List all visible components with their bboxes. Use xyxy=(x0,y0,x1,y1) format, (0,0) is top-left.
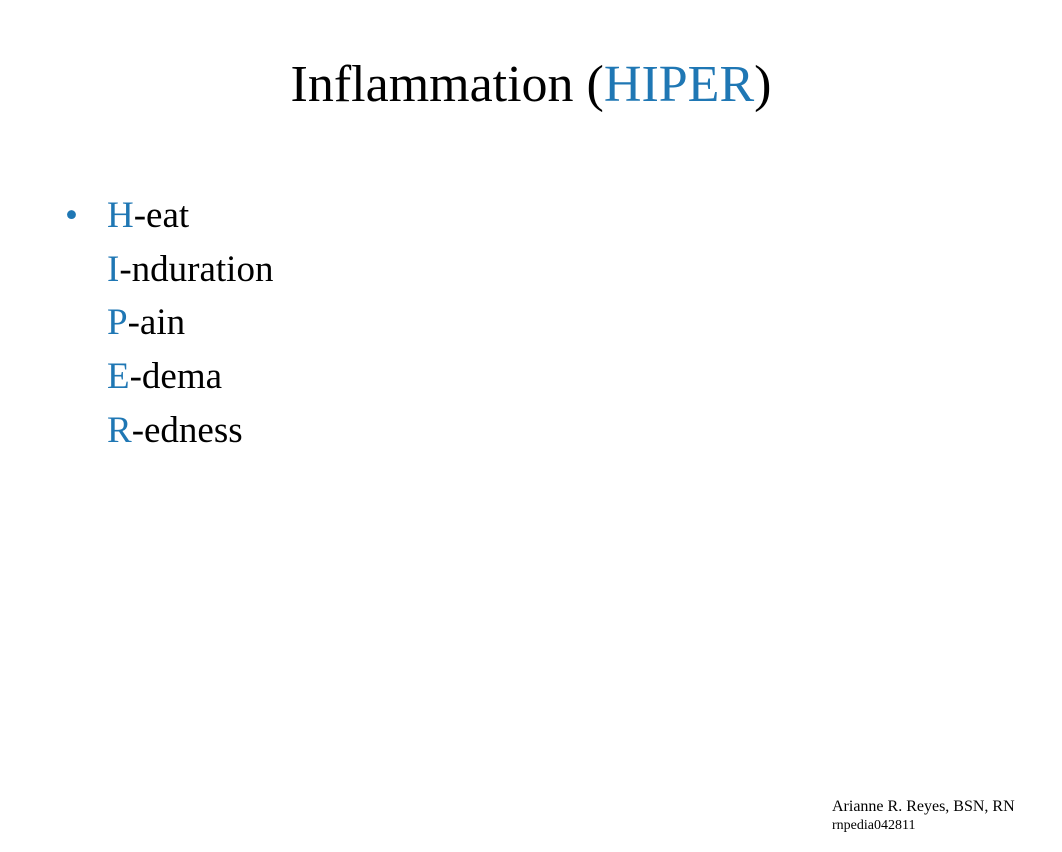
source-id: rnpedia042811 xyxy=(832,818,1062,834)
mnemonic-rest: -nduration xyxy=(119,249,273,290)
mnemonic-letter: H xyxy=(107,195,134,236)
mnemonic-rest: -eat xyxy=(134,195,189,236)
author-credit: Arianne R. Reyes, BSN, RN xyxy=(832,798,1062,816)
title-accent: HIPER xyxy=(604,56,754,113)
mnemonic-rest: -edness xyxy=(132,410,243,451)
title-prefix: Inflammation ( xyxy=(291,56,604,113)
mnemonic-rest: -dema xyxy=(130,356,222,397)
title-suffix: ) xyxy=(754,56,771,113)
mnemonic-letter: R xyxy=(107,410,132,451)
footer: Arianne R. Reyes, BSN, RN rnpedia042811 xyxy=(832,798,1062,834)
mnemonic-letter: I xyxy=(107,249,119,290)
mnemonic-rest: -ain xyxy=(128,302,186,343)
mnemonic-letter: E xyxy=(107,356,130,397)
list-item: H-eat I-nduration P-ain E-dema R-edness xyxy=(65,189,1062,457)
mnemonic-list: H-eat I-nduration P-ain E-dema R-edness xyxy=(65,189,1062,457)
mnemonic-letter: P xyxy=(107,302,128,343)
slide-title: Inflammation (HIPER) xyxy=(0,55,1062,114)
